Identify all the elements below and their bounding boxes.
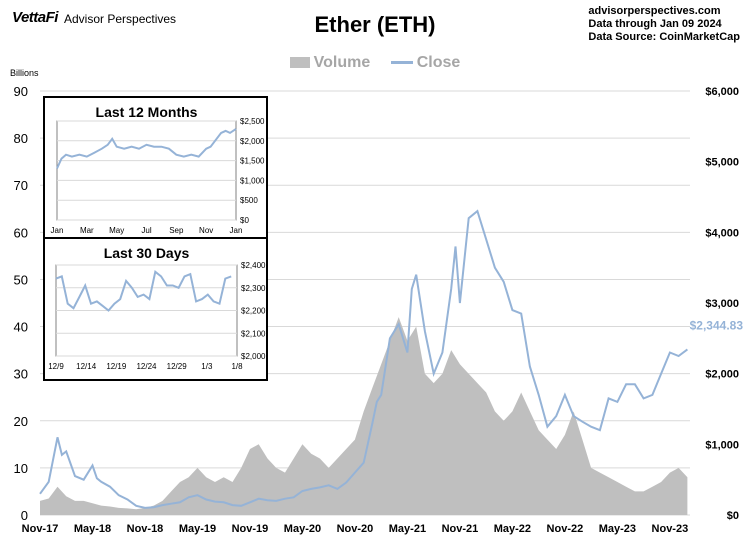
x-tick-label: May-23: [599, 523, 636, 535]
inset-y-tick-label: $1,000: [240, 176, 265, 185]
x-tick-label: May-19: [179, 523, 216, 535]
inset-x-tick-label: Jan: [51, 226, 64, 235]
source-site: advisorperspectives.com: [588, 5, 721, 17]
legend-close: Close: [390, 54, 461, 72]
source-block: advisorperspectives.com Data through Jan…: [588, 5, 740, 44]
volume-area: [40, 317, 688, 515]
x-tick-label: Nov-21: [442, 523, 479, 535]
inset-x-tick-label: 12/24: [136, 362, 157, 371]
inset-y-tick-label: $2,000: [241, 352, 266, 361]
volume-swatch-icon: [289, 57, 310, 69]
inset-title: Last 30 Days: [104, 245, 190, 261]
legend-volume: Volume: [289, 54, 371, 72]
y-left-tick-label: 60: [14, 225, 28, 240]
inset-y-tick-label: $1,500: [240, 157, 265, 166]
inset-chart-1: Last 12 Months $0 $500 $1,000 $1,500 $2,000 $2…: [43, 96, 268, 241]
brand-name: Advisor Perspectives: [64, 12, 177, 26]
inset-y-tick-label: $2,000: [240, 137, 265, 146]
y-left-tick-label: 90: [14, 84, 28, 99]
inset-close-line: [56, 128, 237, 169]
inset-x-tick-label: 12/19: [106, 362, 127, 371]
x-tick-label: Nov-19: [232, 523, 269, 535]
y-right-tick-label: $4,000: [705, 227, 739, 239]
y-left-tick-label: 70: [14, 178, 28, 193]
inset-x-tick-label: 12/14: [76, 362, 97, 371]
x-tick-label: Nov-23: [652, 523, 689, 535]
y-right-tick-label: $1,000: [705, 439, 739, 451]
y-axis-unit: Billions: [10, 68, 39, 78]
x-tick-label: May-18: [74, 523, 111, 535]
source-note: Data Source: CoinMarketCap: [588, 31, 740, 43]
x-tick-label: Nov-17: [22, 523, 59, 535]
inset-y-tick-label: $2,300: [241, 284, 266, 293]
legend-volume-label: Volume: [313, 54, 371, 71]
inset-close-line: [55, 270, 232, 312]
y-right-tick-label: $2,000: [705, 369, 739, 381]
inset-y-tick-label: $2,100: [241, 329, 266, 338]
y-right-tick-label: $6,000: [705, 86, 739, 98]
inset-x-tick-label: Sep: [169, 226, 184, 235]
x-tick-label: Nov-20: [337, 523, 374, 535]
y-left-tick-label: 10: [14, 461, 28, 476]
y-left-tick-label: 80: [14, 131, 28, 146]
inset-chart-2: Last 30 Days $2,000 $2,100 $2,200 $2,300 $2,4…: [43, 237, 268, 381]
inset-y-tick-label: $2,200: [241, 307, 266, 316]
inset-x-tick-label: 1/3: [201, 362, 213, 371]
inset-title: Last 12 Months: [96, 104, 198, 120]
y-left-tick-label: 0: [21, 508, 28, 523]
inset-y-tick-label: $2,400: [241, 261, 266, 270]
inset-x-tick-label: 12/29: [167, 362, 188, 371]
source-date-note: Data through Jan 09 2024: [588, 18, 722, 30]
x-tick-label: May-22: [494, 523, 531, 535]
inset-y-tick-label: $500: [240, 196, 258, 205]
y-right-tick-label: $3,000: [705, 298, 739, 310]
inset-x-tick-label: Mar: [80, 226, 94, 235]
y-right-tick-label: $0: [727, 510, 739, 522]
y-left-tick-label: 30: [14, 367, 28, 382]
inset-x-tick-label: 12/9: [48, 362, 64, 371]
chart-title: Ether (ETH): [314, 12, 436, 37]
inset-x-tick-label: May: [109, 226, 124, 235]
y-left-tick-label: 50: [14, 272, 28, 287]
inset-x-tick-label: 1/8: [231, 362, 243, 371]
brand-logo: VettaFi: [12, 9, 58, 26]
inset-y-tick-label: $2,500: [240, 117, 265, 126]
inset-y-tick-label: $0: [240, 216, 249, 225]
inset-x-tick-label: Jul: [141, 226, 151, 235]
x-tick-label: May-21: [389, 523, 426, 535]
y-left-tick-label: 20: [14, 414, 28, 429]
inset-x-tick-label: Jan: [230, 226, 243, 235]
y-right-tick-label: $5,000: [705, 157, 739, 169]
y-left-tick-label: 40: [14, 320, 28, 335]
inset-x-tick-label: Nov: [199, 226, 213, 235]
close-line-icon: [390, 61, 413, 65]
x-tick-label: Nov-18: [127, 523, 164, 535]
legend: Volume Close: [0, 54, 750, 72]
x-tick-label: Nov-22: [547, 523, 584, 535]
legend-close-label: Close: [416, 54, 461, 71]
x-tick-label: May-20: [284, 523, 321, 535]
last-value-label: $2,344.83: [690, 318, 744, 332]
close-line: [39, 209, 689, 509]
